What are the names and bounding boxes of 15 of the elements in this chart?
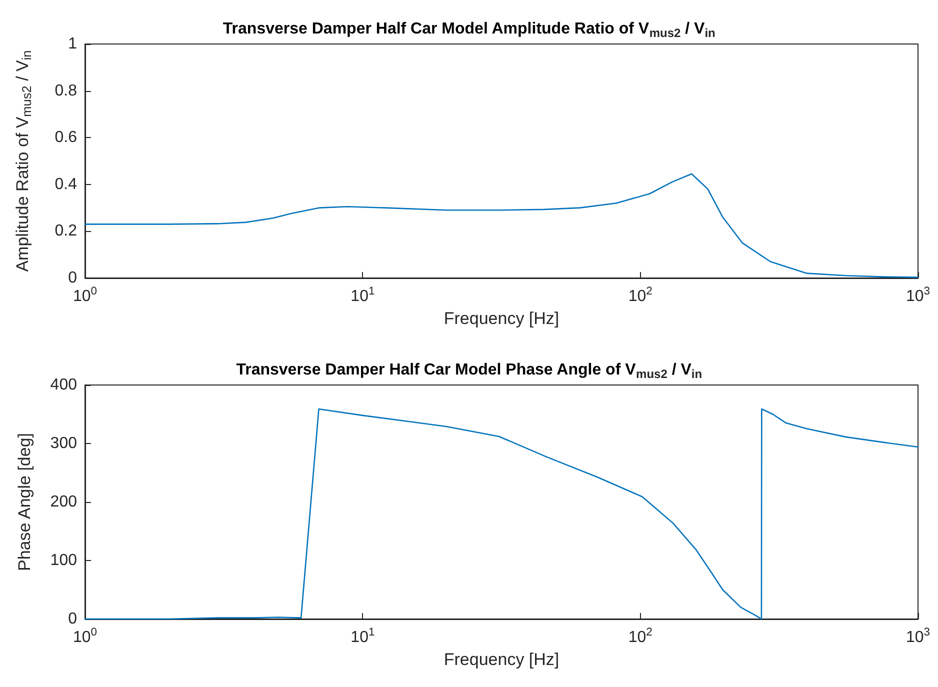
y-tick-label: 1	[68, 36, 78, 52]
y-axis-title: Phase Angle [deg]	[15, 432, 34, 572]
y-tick-label: 100	[50, 552, 78, 569]
y-tick-label: 0.4	[54, 176, 78, 193]
y-tick-label: 200	[50, 494, 78, 510]
y-tick-label: 300	[50, 435, 78, 452]
y-axis-title: Amplitude Ratio of Vmus2 / Vin	[12, 50, 34, 272]
y-tick-label: 0.2	[54, 222, 78, 240]
y-tick-label: 0.8	[54, 82, 78, 100]
x-axis-title: Frequency [Hz]	[444, 650, 560, 669]
y-tick-label: 0	[68, 610, 78, 628]
y-tick-label: 0.6	[54, 129, 78, 146]
y-tick-label: 400	[50, 376, 78, 394]
y-tick-label: 0	[68, 270, 78, 286]
x-axis-title: Frequency [Hz]	[444, 309, 560, 328]
